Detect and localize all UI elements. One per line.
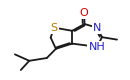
- Text: NH: NH: [89, 42, 105, 52]
- Text: O: O: [80, 8, 89, 18]
- Text: N: N: [93, 23, 101, 33]
- Text: S: S: [50, 23, 57, 33]
